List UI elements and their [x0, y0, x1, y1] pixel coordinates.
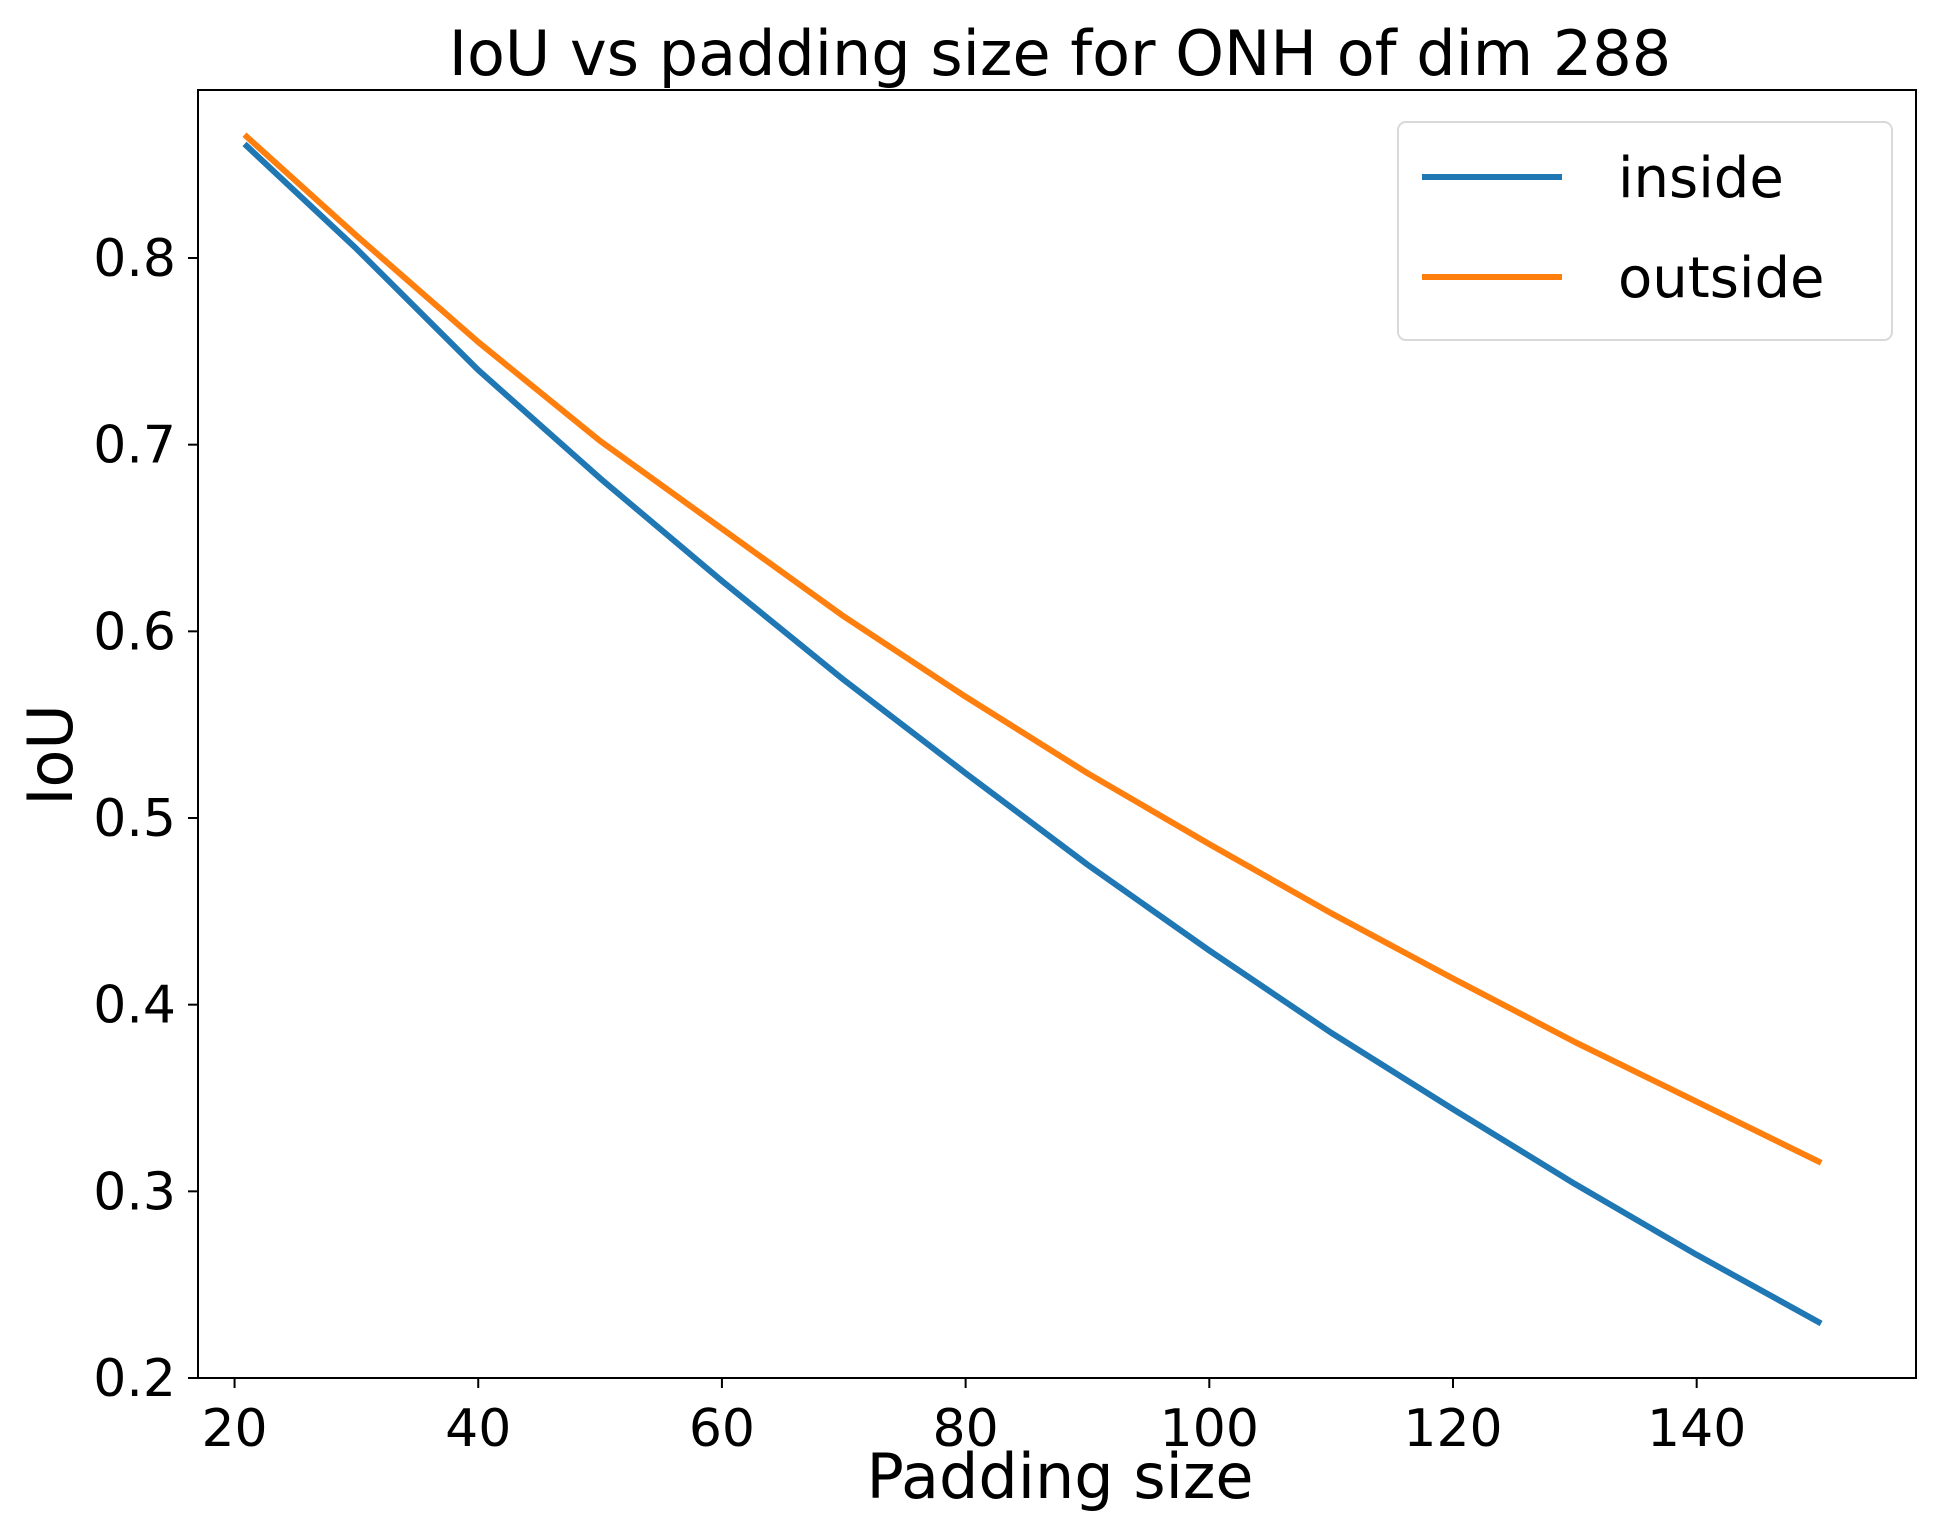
y-axis-label: IoU: [14, 704, 87, 806]
y-tick-label: 0.4: [93, 976, 176, 1036]
chart-title: IoU vs padding size for ONH of dim 288: [449, 17, 1672, 90]
legend: inside outside: [1397, 121, 1893, 341]
series-line-inside: [242, 141, 1823, 1327]
series-line-outside: [242, 132, 1823, 1166]
series-layer: [242, 132, 1823, 1327]
x-tick-label: 100: [1160, 1399, 1259, 1459]
plot-frame: [197, 89, 1917, 1379]
x-tick-label: 40: [445, 1399, 511, 1459]
x-tick-label: 120: [1403, 1399, 1502, 1459]
x-tick-label: 80: [933, 1399, 999, 1459]
legend-label-outside: outside: [1618, 246, 1824, 311]
y-tick-label: 0.5: [93, 789, 176, 849]
x-tick-label: 20: [201, 1399, 267, 1459]
legend-label-inside: inside: [1618, 146, 1784, 211]
y-tick-label: 0.8: [93, 229, 176, 289]
y-tick-label: 0.6: [93, 602, 176, 662]
axis-layer: 20 40 60 80 100 120 140 0.2 0.3 0.4 0.5 0.6 0.7 0.8: [93, 89, 1917, 1459]
x-axis-label: Padding size: [866, 1440, 1253, 1513]
y-tick-label: 0.2: [93, 1349, 176, 1409]
x-tick-label: 60: [689, 1399, 755, 1459]
y-tick-label: 0.7: [93, 416, 176, 476]
x-tick-label: 140: [1647, 1399, 1746, 1459]
y-tick-label: 0.3: [93, 1162, 176, 1222]
